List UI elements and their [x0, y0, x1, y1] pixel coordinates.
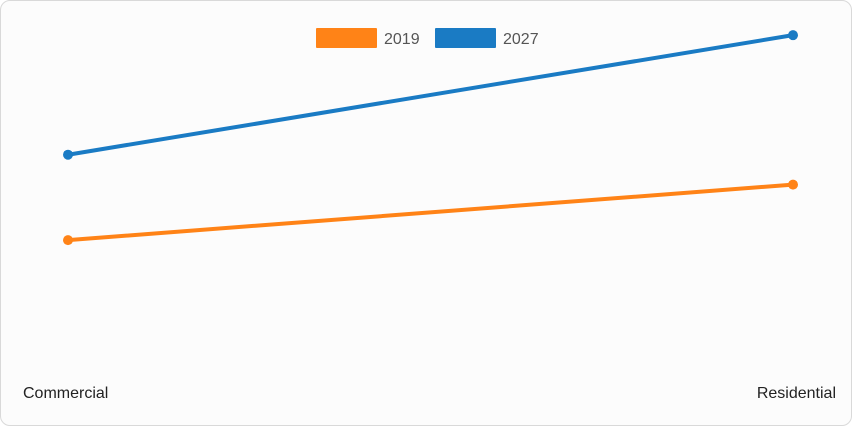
legend-label-2027: 2027	[503, 31, 539, 48]
series-line-2019	[66, 182, 795, 243]
x-tick-label-residential: Residential	[757, 385, 836, 402]
data-point-2027-residential[interactable]	[788, 30, 798, 41]
data-point-2027-commercial[interactable]	[63, 149, 73, 160]
legend-swatch-2019	[316, 28, 377, 48]
legend-label-2019: 2019	[384, 31, 420, 48]
legend: 2019 2027	[316, 28, 539, 48]
series-line-2027	[66, 33, 795, 157]
data-point-2019-residential[interactable]	[788, 179, 798, 190]
x-axis: Commercial Residential	[23, 385, 836, 402]
x-tick-label-commercial: Commercial	[23, 385, 108, 402]
series-layer	[63, 30, 798, 246]
legend-swatch-2027	[435, 28, 496, 48]
data-point-2019-commercial[interactable]	[63, 235, 73, 246]
